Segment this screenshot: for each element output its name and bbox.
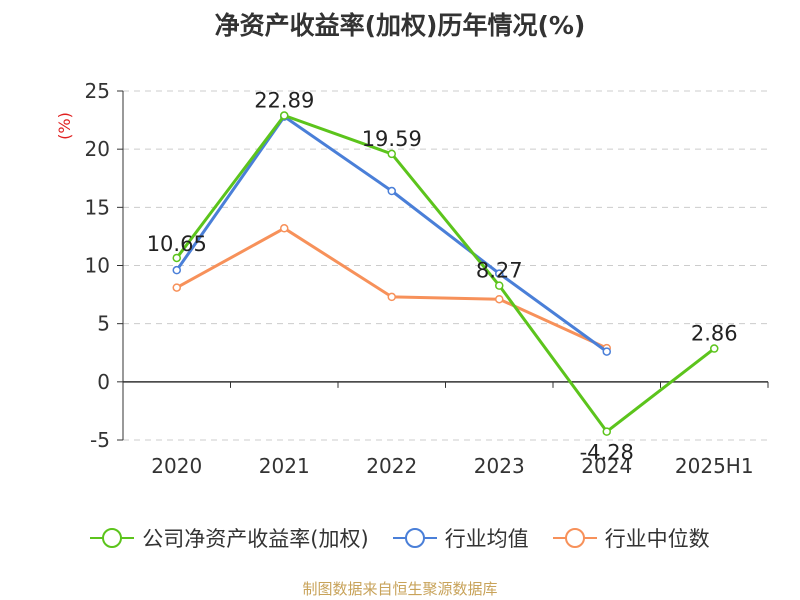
- legend-label: 行业均值: [444, 527, 529, 551]
- data-point: [387, 292, 396, 302]
- data-label: 10.65: [147, 232, 207, 256]
- data-point: [710, 344, 719, 353]
- data-label: -4.28: [580, 441, 634, 465]
- y-tick-label: 5: [97, 312, 110, 336]
- legend-label: 行业中位数: [604, 527, 710, 551]
- data-point: [495, 294, 504, 304]
- y-tick-label: 15: [85, 195, 110, 219]
- data-point: [387, 186, 396, 196]
- chart-title: 净资产收益率(加权)历年情况(%): [214, 11, 586, 40]
- y-tick-label: 25: [85, 79, 110, 103]
- data-point: [172, 283, 181, 292]
- data-point: [602, 427, 611, 436]
- legend-swatch: [552, 528, 597, 548]
- data-point: [495, 281, 504, 290]
- x-tick-label: 2023: [474, 454, 525, 478]
- y-tick-label: -5: [90, 428, 110, 452]
- data-point: [172, 265, 181, 275]
- legend: 公司净资产收益率(加权) 行业均值 行业中位数: [0, 518, 800, 558]
- x-tick-label: 2021: [259, 454, 310, 478]
- series-line: [175, 114, 716, 434]
- x-tick-label: 2025H1: [675, 454, 754, 478]
- legend-swatch: [90, 528, 135, 548]
- y-axis-label: (%): [55, 112, 74, 140]
- legend-item[interactable]: 行业中位数: [552, 523, 710, 553]
- legend-label: 公司净资产收益率(加权): [142, 527, 369, 551]
- legend-swatch: [392, 528, 437, 548]
- x-tick-label: 2022: [366, 454, 417, 478]
- data-point: [495, 269, 504, 278]
- data-point: [602, 347, 611, 356]
- data-label: 2.86: [691, 322, 738, 346]
- data-point: [172, 253, 181, 263]
- data-point: [387, 149, 396, 159]
- series-line: [176, 226, 608, 350]
- y-tick-label: 0: [97, 370, 110, 394]
- source-note: 制图数据来自恒生聚源数据库: [302, 580, 498, 598]
- legend-item[interactable]: 行业均值: [392, 523, 529, 553]
- data-label: 19.59: [362, 127, 422, 151]
- data-label: 22.89: [254, 89, 314, 113]
- legend-item[interactable]: 公司净资产收益率(加权): [90, 523, 369, 553]
- x-tick-label: 2024: [581, 454, 632, 478]
- data-point: [280, 111, 289, 120]
- x-tick-label: 2020: [151, 454, 202, 478]
- data-label: 8.27: [476, 259, 523, 283]
- y-tick-label: 10: [85, 254, 110, 278]
- data-point: [280, 224, 289, 233]
- y-tick-label: 20: [85, 137, 110, 161]
